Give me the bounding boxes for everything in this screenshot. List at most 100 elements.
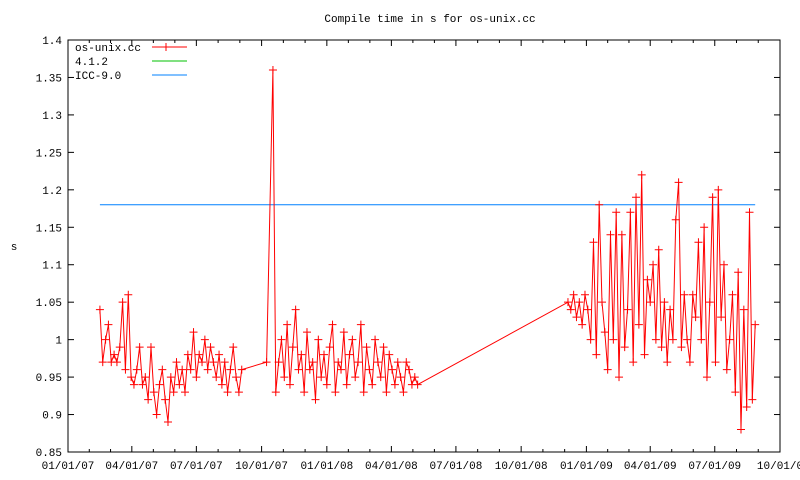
data-point (578, 320, 587, 329)
data-point (95, 305, 104, 314)
data-point (668, 335, 677, 344)
data-point (598, 298, 606, 307)
data-point (320, 350, 329, 359)
data-point (189, 328, 198, 337)
data-point (399, 388, 408, 397)
data-point (328, 320, 337, 329)
x-tick-label: 10/01/0 (757, 461, 800, 473)
legend: os-unix.cc 4.1.2 ICC-9.0 (75, 43, 187, 83)
data-point (362, 343, 371, 352)
data-point (615, 373, 624, 382)
data-point (283, 320, 292, 329)
data-point (132, 365, 141, 374)
data-point (209, 358, 218, 367)
y-axis-label: s (11, 242, 18, 254)
data-point (666, 305, 675, 314)
y-tick-label: 1.05 (36, 298, 62, 310)
data-point (337, 365, 346, 374)
data-point (262, 358, 271, 367)
data-point (178, 365, 187, 374)
data-point (711, 358, 720, 367)
data-point (697, 335, 706, 344)
y-tick-label: 1.35 (36, 73, 62, 85)
data-point (345, 350, 354, 359)
data-point (680, 290, 689, 299)
legend-label-4-1-2: 4.1.2 (75, 57, 108, 69)
data-point (629, 358, 638, 367)
data-point (382, 388, 391, 397)
data-point (223, 388, 232, 397)
data-point (745, 208, 754, 217)
data-point (722, 365, 731, 374)
data-point (334, 358, 343, 367)
data-point (728, 290, 737, 299)
data-point (657, 343, 666, 352)
data-point (731, 388, 740, 397)
data-point (702, 373, 711, 382)
data-point (166, 373, 175, 382)
data-point (620, 343, 629, 352)
data-point (183, 350, 192, 359)
data-point (683, 335, 692, 344)
y-tick-label: 0.9 (42, 411, 62, 423)
data-point (385, 350, 394, 359)
data-point (229, 343, 238, 352)
data-point (609, 335, 618, 344)
data-point (637, 170, 646, 179)
data-point (674, 178, 683, 187)
data-point (288, 343, 297, 352)
data-point (725, 335, 734, 344)
data-point (748, 395, 757, 404)
data-point (342, 380, 351, 389)
x-tick-label: 01/01/08 (300, 461, 353, 473)
data-point (141, 373, 150, 382)
data-point (643, 275, 652, 284)
data-point (195, 350, 204, 359)
data-point (280, 373, 289, 382)
data-point (121, 365, 130, 374)
data-point (739, 305, 748, 314)
legend-label-icc: ICC-9.0 (75, 71, 121, 83)
data-point (308, 358, 317, 367)
data-point (654, 245, 663, 254)
data-point (351, 373, 360, 382)
data-point (285, 380, 294, 389)
x-tick-label: 01/01/09 (560, 461, 613, 473)
data-point (388, 365, 397, 374)
x-tick-label: 10/01/08 (495, 461, 548, 473)
data-point (359, 388, 368, 397)
data-point (149, 388, 158, 397)
data-point (396, 373, 405, 382)
data-point (660, 298, 669, 307)
data-point (717, 313, 726, 322)
data-point (118, 298, 127, 307)
data-point (129, 380, 138, 389)
data-point (569, 290, 578, 299)
data-point (646, 298, 655, 307)
data-point (152, 410, 161, 419)
data-point (135, 343, 144, 352)
y-tick-label: 1 (55, 336, 62, 348)
x-tick-label: 04/01/09 (624, 461, 677, 473)
data-point (291, 305, 300, 314)
data-point (410, 373, 419, 382)
data-point (161, 395, 170, 404)
data-point (651, 335, 660, 344)
y-tick-label: 1.2 (42, 186, 62, 198)
data-point (200, 335, 209, 344)
data-point (104, 320, 113, 329)
data-point (671, 215, 680, 224)
data-point (155, 380, 164, 389)
data-point (688, 290, 697, 299)
data-point (146, 343, 155, 352)
data-point (592, 350, 601, 359)
y-tick-label: 1.25 (36, 148, 62, 160)
data-point (112, 358, 121, 367)
y-tick-label: 1.4 (42, 36, 62, 48)
data-point (640, 350, 649, 359)
data-point (215, 350, 224, 359)
data-point (685, 358, 694, 367)
data-point (101, 335, 110, 344)
data-point (603, 365, 612, 374)
